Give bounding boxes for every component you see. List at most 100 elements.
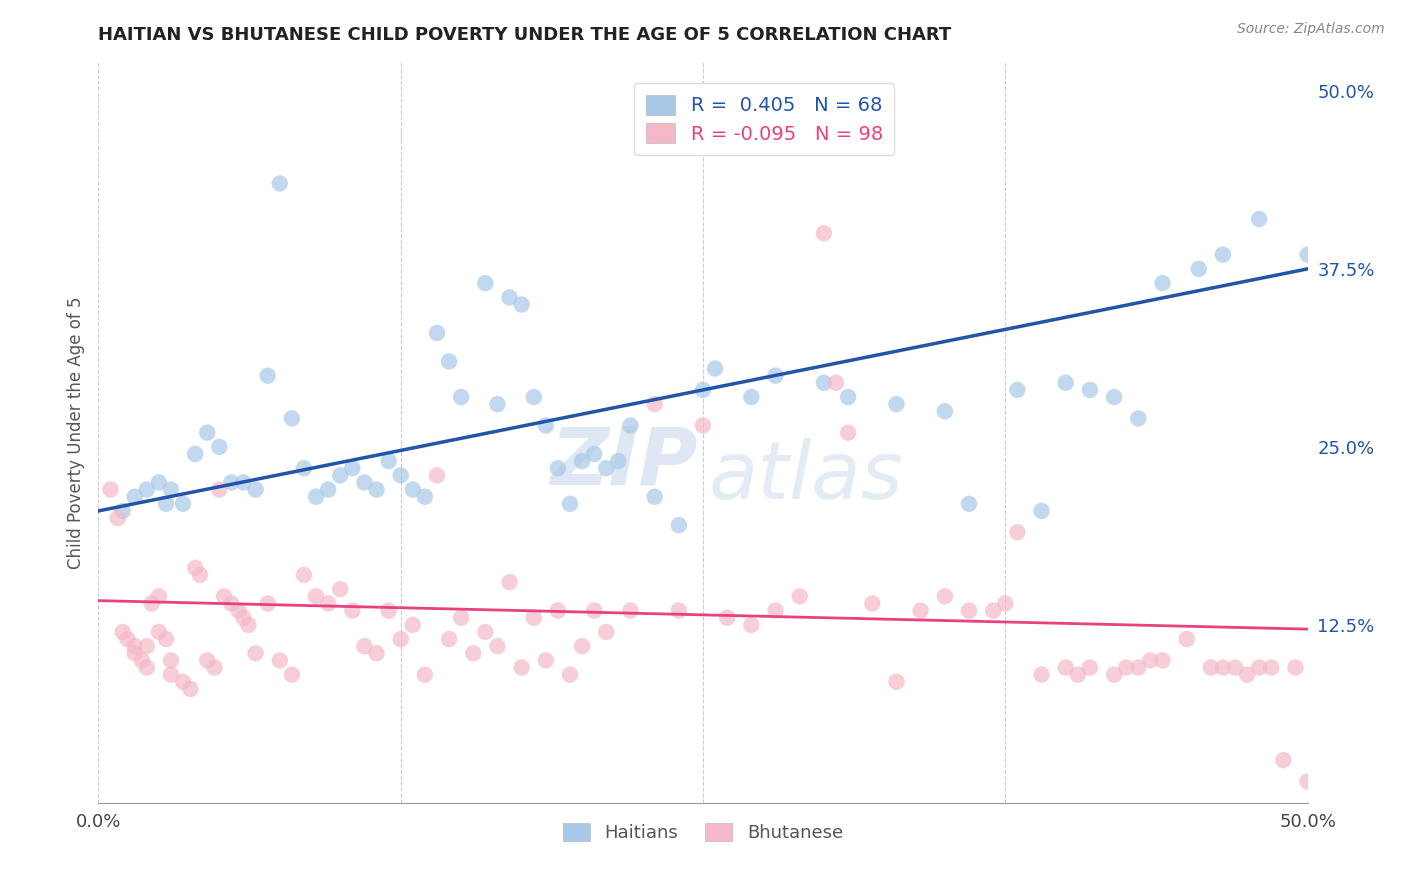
Point (377, 454, 399, 468)
Point (426, 468, 449, 483)
Point (644, 397, 666, 411)
Point (292, 461, 315, 475)
Point (1152, 276, 1174, 290)
Point (547, 461, 569, 475)
Point (155, 632, 177, 646)
Point (1223, 660, 1246, 674)
Point (910, 604, 932, 618)
Point (100, 483, 122, 497)
Point (172, 497, 194, 511)
Point (245, 646, 267, 660)
Point (486, 639, 509, 653)
Point (160, 483, 183, 497)
Point (510, 660, 533, 674)
Point (184, 447, 207, 461)
Point (238, 617, 260, 632)
Point (583, 447, 606, 461)
Y-axis label: Child Poverty Under the Age of 5: Child Poverty Under the Age of 5 (66, 296, 84, 569)
Legend: Haitians, Bhutanese: Haitians, Bhutanese (555, 815, 851, 849)
Point (740, 390, 762, 404)
Point (1212, 660, 1234, 674)
Point (148, 475, 170, 490)
Point (281, 667, 304, 681)
Point (1320, 660, 1343, 674)
Point (1031, 504, 1053, 518)
Point (389, 468, 412, 483)
Point (135, 483, 157, 497)
Point (228, 604, 250, 618)
Point (141, 597, 163, 611)
Text: HAITIAN VS BHUTANESE CHILD POVERTY UNDER THE AGE OF 5 CORRELATION CHART: HAITIAN VS BHUTANESE CHILD POVERTY UNDER… (98, 26, 952, 45)
Point (619, 418, 641, 433)
Point (1007, 383, 1029, 397)
Point (765, 604, 787, 618)
Point (292, 568, 315, 582)
Point (208, 440, 231, 454)
Point (195, 653, 218, 667)
Point (1102, 667, 1125, 681)
Point (135, 639, 157, 653)
Point (498, 290, 520, 304)
Point (668, 518, 690, 533)
Point (188, 568, 211, 582)
Point (124, 639, 146, 653)
Point (534, 653, 557, 667)
Point (1309, 254, 1331, 268)
Point (934, 590, 956, 604)
Point (256, 597, 278, 611)
Point (366, 483, 388, 497)
Point (1188, 261, 1211, 276)
Point (342, 461, 364, 475)
Point (981, 604, 1004, 618)
Point (486, 397, 509, 411)
Text: Source: ZipAtlas.com: Source: ZipAtlas.com (1237, 22, 1385, 37)
Point (450, 610, 472, 624)
Point (1296, 774, 1319, 789)
Point (704, 361, 727, 376)
Point (463, 646, 485, 660)
Point (1236, 667, 1258, 681)
Point (342, 604, 364, 618)
Point (135, 660, 157, 674)
Point (245, 483, 267, 497)
Point (232, 610, 254, 624)
Point (716, 610, 738, 624)
Point (124, 490, 146, 504)
Point (208, 483, 231, 497)
Point (813, 376, 835, 390)
Point (377, 604, 399, 618)
Point (668, 604, 690, 618)
Point (886, 674, 908, 689)
Point (1115, 660, 1137, 674)
Point (957, 497, 980, 511)
Point (256, 368, 278, 383)
Point (1007, 525, 1029, 540)
Point (269, 177, 291, 191)
Point (1212, 247, 1234, 261)
Point (316, 483, 339, 497)
Point (402, 617, 425, 632)
Point (1078, 660, 1101, 674)
Point (160, 653, 183, 667)
Point (124, 646, 146, 660)
Point (474, 624, 496, 639)
Point (1102, 390, 1125, 404)
Point (837, 390, 859, 404)
Point (934, 404, 956, 418)
Point (1175, 632, 1198, 646)
Point (221, 475, 243, 490)
Point (1344, 247, 1367, 261)
Point (510, 297, 533, 311)
Point (1284, 660, 1306, 674)
Point (1054, 376, 1077, 390)
Point (547, 604, 569, 618)
Point (571, 454, 593, 468)
Point (957, 604, 980, 618)
Point (413, 667, 436, 681)
Point (595, 624, 617, 639)
Point (1031, 667, 1053, 681)
Point (148, 624, 170, 639)
Point (195, 425, 218, 440)
Point (1249, 660, 1271, 674)
Point (305, 490, 328, 504)
